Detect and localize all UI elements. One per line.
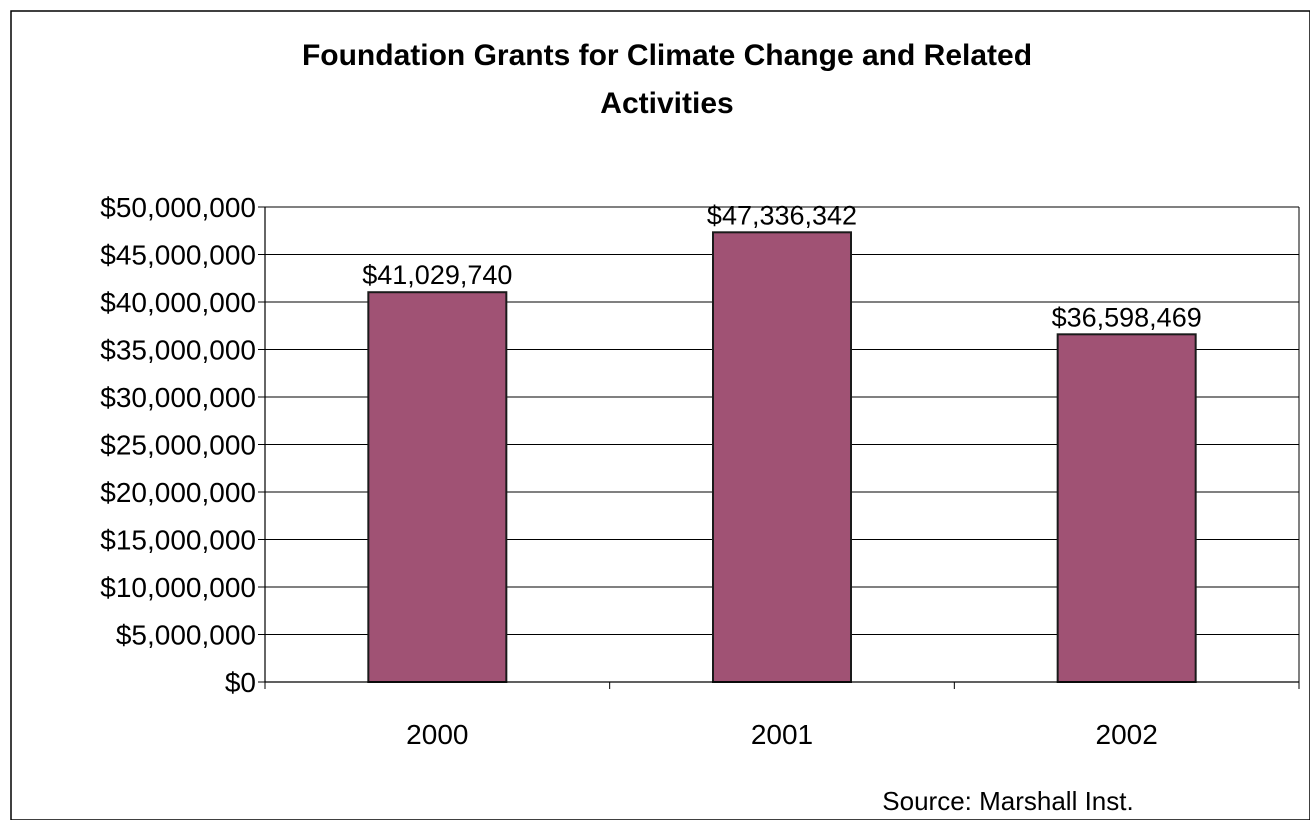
x-tick-label: 2001 [751, 719, 813, 750]
bar-2001 [712, 231, 852, 683]
y-tick-label: $15,000,000 [100, 525, 256, 556]
y-tick-label: $35,000,000 [100, 335, 256, 366]
chart-title-line-1: Foundation Grants for Climate Change and… [302, 39, 1032, 72]
x-tick-label: 2002 [1096, 719, 1158, 750]
y-tick-label: $30,000,000 [100, 382, 256, 413]
y-axis-tick-labels: $0 $5,000,000 $10,000,000 $15,000,000 $20,00… [100, 192, 256, 698]
data-label: $41,029,740 [362, 260, 512, 290]
y-tick-label: $5,000,000 [116, 620, 256, 651]
y-tick-label: $45,000,000 [100, 240, 256, 271]
chart-title-line-2: Activities [600, 87, 733, 120]
y-tick-label: $0 [225, 667, 256, 698]
x-axis-tick-labels: 2000 2001 2002 [406, 719, 1158, 750]
source-note: Source: Marshall Inst. [882, 786, 1133, 816]
bar-2000 [367, 291, 508, 683]
y-tick-label: $25,000,000 [100, 430, 256, 461]
data-label: $47,336,342 [707, 200, 857, 230]
axes [258, 206, 1300, 689]
y-tick-label: $10,000,000 [100, 572, 256, 603]
data-label: $36,598,469 [1052, 302, 1202, 332]
y-tick-label: $50,000,000 [100, 192, 256, 223]
bar-2002 [1056, 333, 1197, 683]
bars [367, 231, 1197, 683]
y-tick-label: $40,000,000 [100, 287, 256, 318]
y-tick-label: $20,000,000 [100, 477, 256, 508]
x-tick-label: 2000 [406, 719, 468, 750]
data-labels: $41,029,740 $47,336,342 $36,598,469 [362, 200, 1201, 332]
